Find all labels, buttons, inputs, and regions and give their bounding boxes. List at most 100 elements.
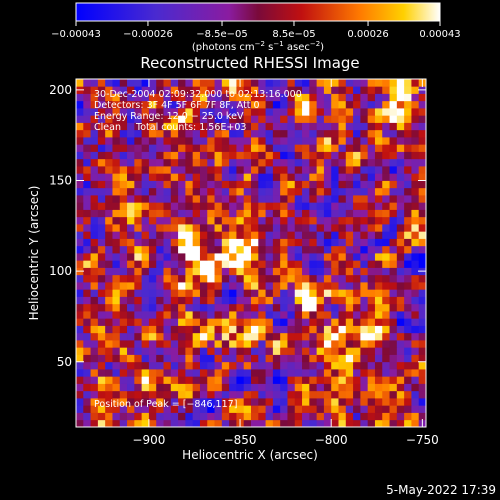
heatmap-cell xyxy=(374,303,383,312)
heatmap-cell xyxy=(389,303,398,312)
heatmap-cell xyxy=(389,93,398,102)
heatmap-cell xyxy=(316,340,325,348)
heatmap-cell xyxy=(105,231,113,239)
heatmap-cell xyxy=(367,79,376,87)
heatmap-cell xyxy=(309,100,318,109)
heatmap-cell xyxy=(251,115,259,123)
heatmap-cell xyxy=(294,253,303,261)
heatmap-cell xyxy=(382,115,390,123)
heatmap-cell xyxy=(170,325,179,334)
heatmap-cell xyxy=(178,332,186,341)
heatmap-cell xyxy=(374,93,383,102)
heatmap-cell xyxy=(418,187,426,196)
heatmap-cell xyxy=(382,122,390,131)
heatmap-cell xyxy=(163,332,172,341)
heatmap-cell xyxy=(302,419,310,427)
heatmap-cell xyxy=(105,311,113,319)
heatmap-cell xyxy=(389,376,398,384)
heatmap-cell xyxy=(134,369,143,377)
heatmap-cell xyxy=(207,108,215,116)
heatmap-cell xyxy=(229,166,237,174)
heatmap-cell xyxy=(272,137,281,145)
heatmap-cell xyxy=(367,296,376,305)
colorbar-unit: (photons cm−2 s−1 asec−2) xyxy=(192,40,324,53)
heatmap-cell xyxy=(148,151,157,160)
heatmap-cell xyxy=(382,296,390,305)
heatmap-cell xyxy=(287,79,296,87)
heatmap-cell xyxy=(148,158,157,167)
heatmap-cell xyxy=(280,405,288,413)
heatmap-cell xyxy=(396,398,405,406)
heatmap-cell xyxy=(192,86,201,94)
heatmap-cell xyxy=(236,238,245,247)
heatmap-cell xyxy=(156,245,164,254)
heatmap-cell xyxy=(411,340,420,348)
heatmap-cell xyxy=(353,369,361,377)
heatmap-cell xyxy=(76,332,84,341)
heatmap-cell xyxy=(418,405,426,413)
heatmap-cell xyxy=(207,405,215,413)
heatmap-cell xyxy=(367,166,376,174)
heatmap-cell xyxy=(272,158,281,167)
heatmap-cell xyxy=(287,216,296,225)
heatmap-cell xyxy=(112,224,121,232)
heatmap-cell xyxy=(199,108,208,116)
heatmap-cell xyxy=(309,289,318,297)
heatmap-cell xyxy=(119,369,128,377)
heatmap-cell xyxy=(345,108,354,116)
heatmap-cell xyxy=(389,347,398,355)
heatmap-cell xyxy=(316,296,325,305)
heatmap-cell xyxy=(404,202,412,210)
heatmap-cell xyxy=(156,100,164,109)
heatmap-cell xyxy=(127,296,135,305)
heatmap-cell xyxy=(207,412,215,421)
heatmap-cell xyxy=(331,347,339,355)
heatmap-cell xyxy=(221,282,230,290)
heatmap-cell xyxy=(141,245,150,254)
heatmap-cell xyxy=(97,115,106,123)
heatmap-cell xyxy=(192,311,201,319)
heatmap-cell xyxy=(272,325,281,334)
heatmap-cell xyxy=(105,187,113,196)
heatmap-cell xyxy=(374,180,383,189)
heatmap-cell xyxy=(97,238,106,247)
heatmap-cell xyxy=(76,405,84,413)
heatmap-cell xyxy=(148,325,157,334)
annotation-block: 30-Dec-2004 02:09:32.000 to 02:13:16.000… xyxy=(94,89,302,133)
heatmap-cell xyxy=(134,361,143,370)
heatmap-cell xyxy=(170,231,179,239)
heatmap-cell xyxy=(316,158,325,167)
heatmap-cell xyxy=(360,173,369,181)
heatmap-cell xyxy=(243,187,252,196)
heatmap-cell xyxy=(309,383,318,392)
heatmap-cell xyxy=(229,282,237,290)
heatmap-cell xyxy=(360,245,369,254)
heatmap-cell xyxy=(185,419,194,427)
heatmap-cell xyxy=(309,303,318,312)
heatmap-cell xyxy=(185,260,194,268)
heatmap-cell xyxy=(418,173,426,181)
heatmap-cell xyxy=(243,137,252,145)
footer-date: 5-May-2022 17:39 xyxy=(386,483,496,497)
heatmap-cell xyxy=(229,93,237,102)
heatmap-cell xyxy=(127,332,135,341)
heatmap-cell xyxy=(243,419,252,427)
heatmap-cell xyxy=(83,216,91,225)
heatmap-cell xyxy=(323,108,332,116)
heatmap-cell xyxy=(105,151,113,160)
heatmap-cell xyxy=(105,354,113,363)
heatmap-cell xyxy=(287,383,296,392)
heatmap-cell xyxy=(367,122,376,131)
heatmap-cell xyxy=(382,260,390,268)
heatmap-cell xyxy=(374,195,383,203)
heatmap-cell xyxy=(163,216,172,225)
heatmap-cell xyxy=(389,195,398,203)
heatmap-cell xyxy=(105,332,113,341)
heatmap-cell xyxy=(316,267,325,276)
heatmap-cell xyxy=(127,267,135,276)
heatmap-cell xyxy=(316,390,325,399)
heatmap-cell xyxy=(353,144,361,152)
heatmap-cell xyxy=(185,332,194,341)
heatmap-cell xyxy=(411,253,420,261)
heatmap-cell xyxy=(97,325,106,334)
